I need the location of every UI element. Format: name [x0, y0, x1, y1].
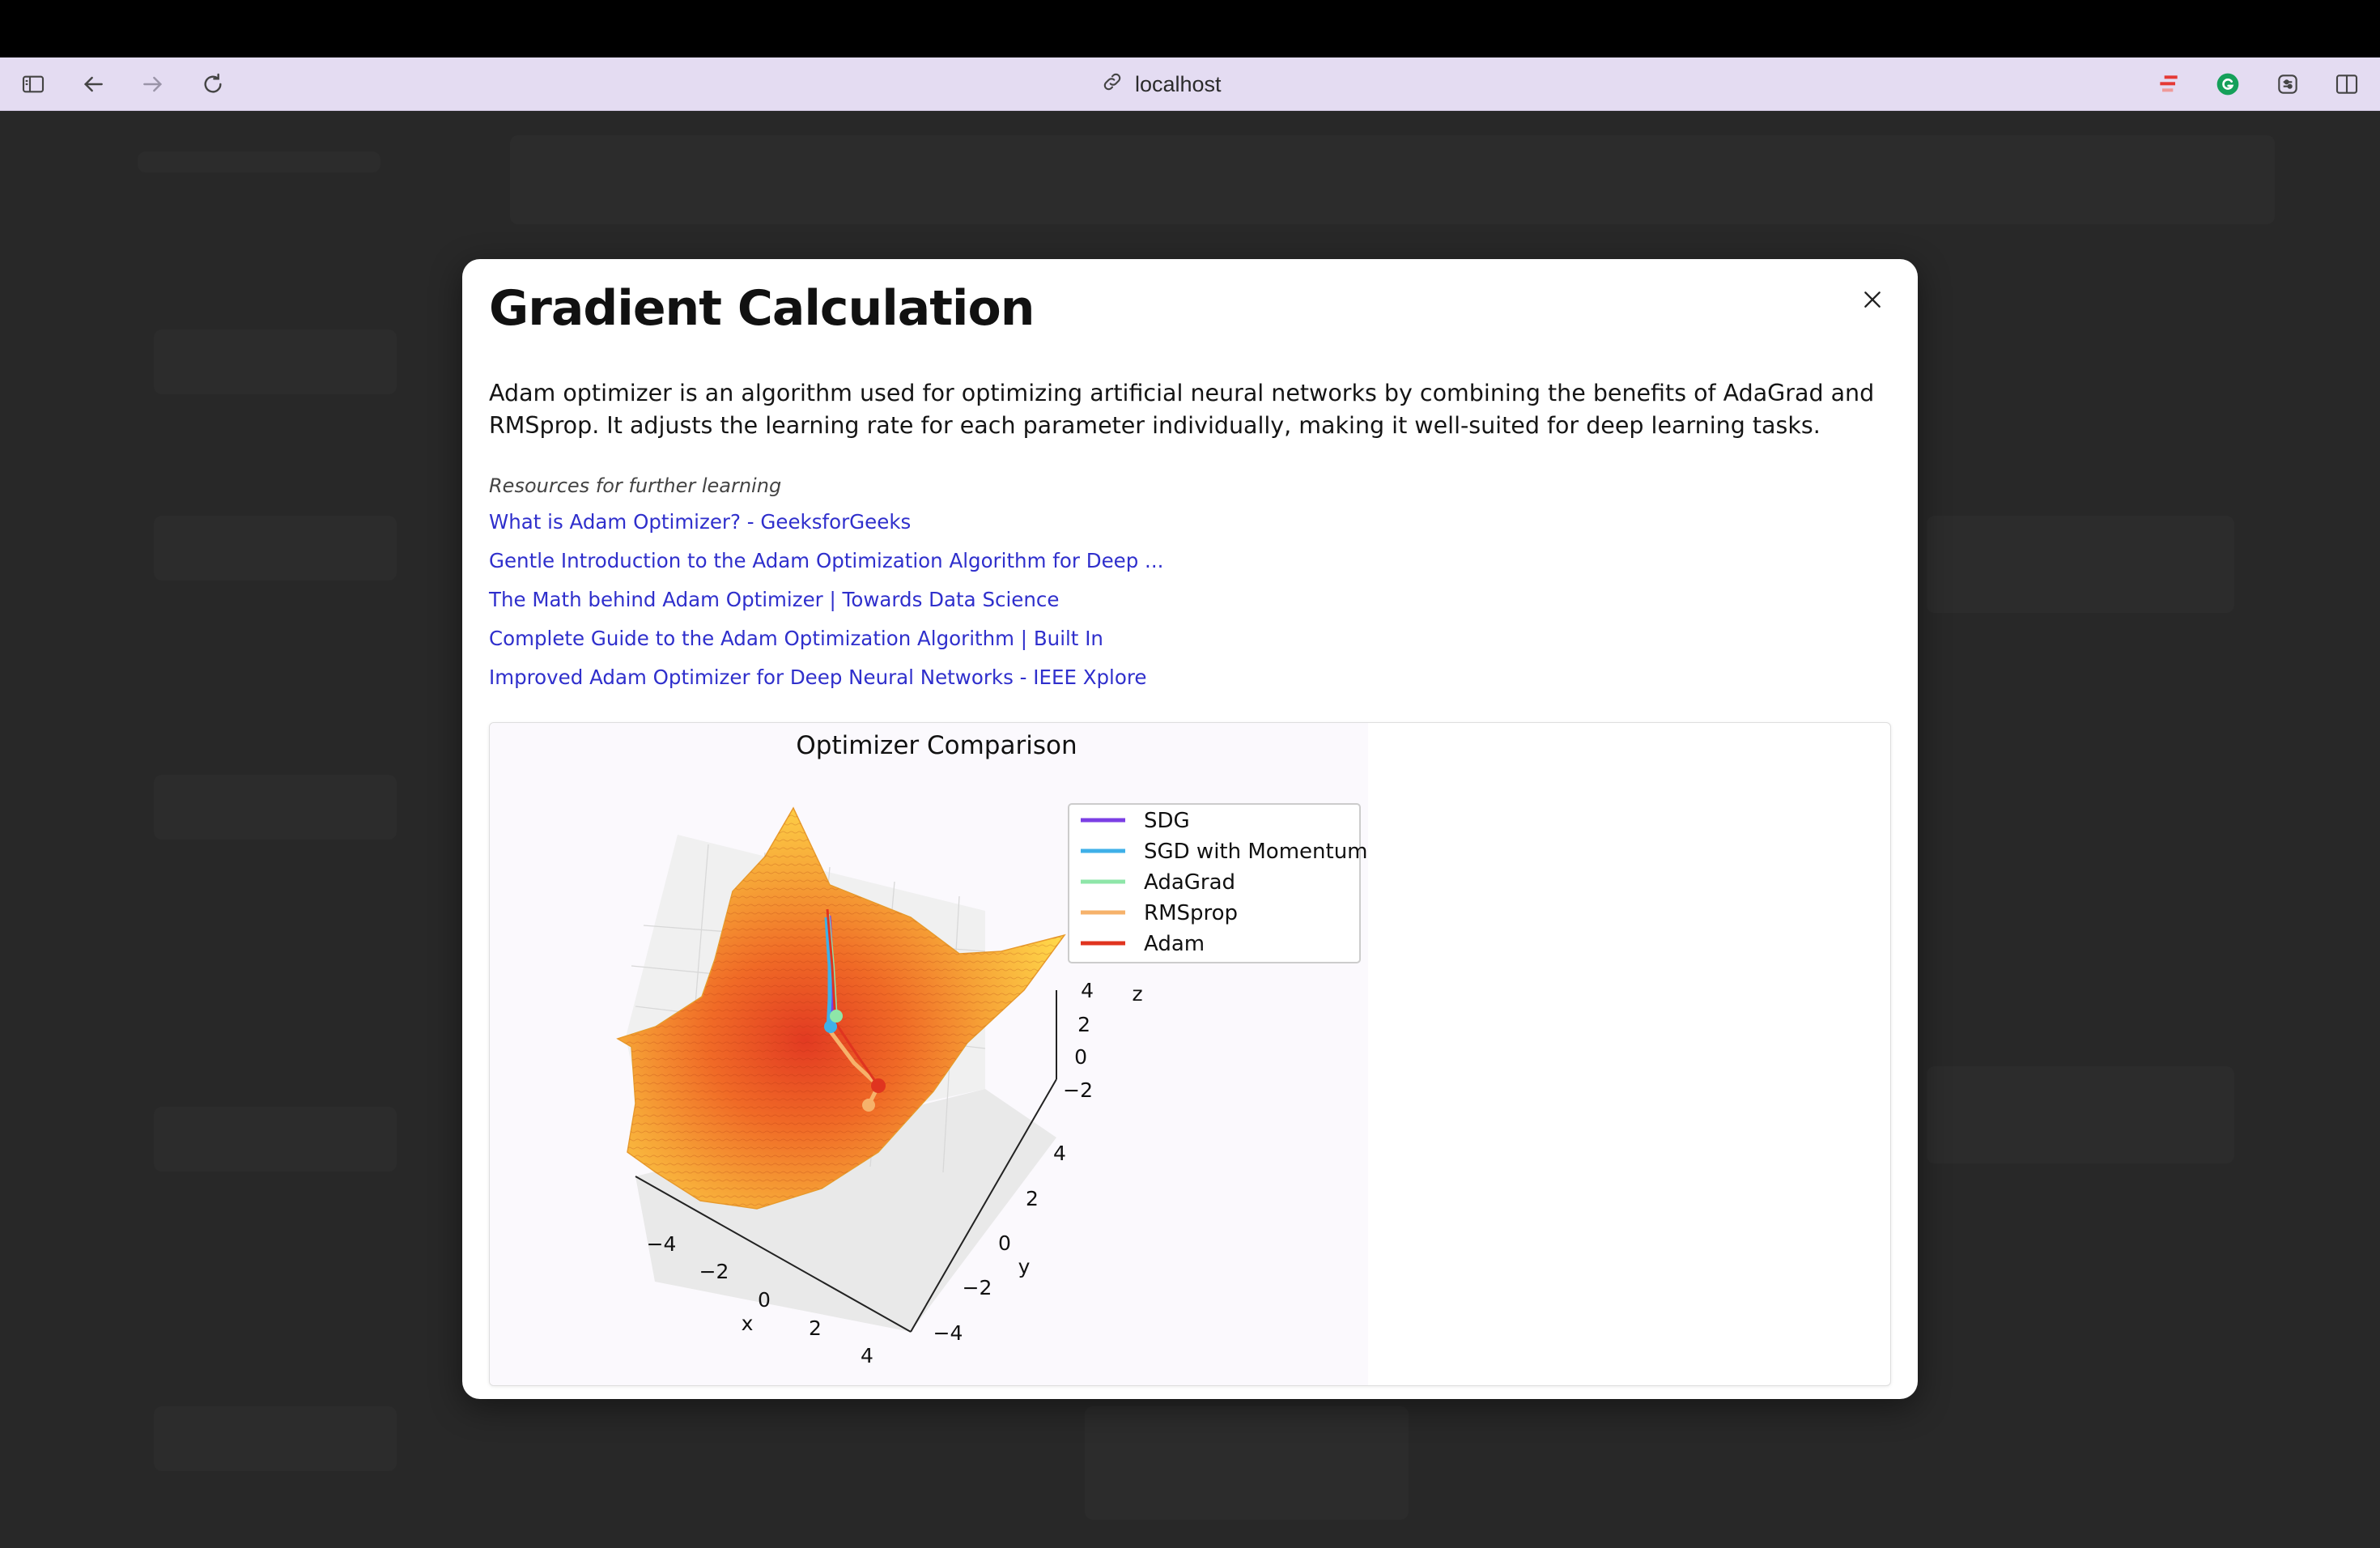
y-tick: −4 — [933, 1321, 963, 1345]
background-placeholder — [1927, 1066, 2234, 1163]
list-item: What is Adam Optimizer? - GeeksforGeeks — [489, 506, 1163, 545]
list-item: Improved Adam Optimizer for Deep Neural … — [489, 661, 1163, 700]
legend-box — [1068, 803, 1361, 963]
background-placeholder — [1085, 1406, 1409, 1520]
legend: SDG SGD with Momentum AdaGrad RMSprop Adam — [1068, 803, 1368, 963]
settings-icon[interactable] — [2272, 69, 2303, 100]
close-button[interactable] — [1855, 282, 1890, 317]
y-axis-label: y — [1018, 1255, 1031, 1278]
list-item: The Math behind Adam Optimizer | Towards… — [489, 584, 1163, 623]
legend-label: AdaGrad — [1144, 870, 1235, 895]
z-tick: 0 — [1074, 1045, 1087, 1069]
legend-label: SDG — [1144, 809, 1190, 833]
legend-items: SDG SGD with Momentum AdaGrad RMSprop Adam — [1081, 809, 1368, 956]
axes-lines — [635, 990, 1057, 1333]
surface-contours — [618, 808, 1065, 1209]
marker-adam — [871, 1078, 886, 1093]
modal-description: Adam optimizer is an algorithm used for … — [489, 380, 1875, 439]
background-placeholder — [154, 516, 397, 580]
z-tick: 4 — [1081, 979, 1094, 1002]
back-icon[interactable] — [78, 69, 108, 100]
resources-heading: Resources for further learning — [489, 474, 782, 497]
x-tick: 4 — [861, 1344, 873, 1367]
z-axis-ticks: −2 0 2 4 — [1063, 979, 1094, 1102]
address-bar[interactable]: localhost — [1101, 69, 1222, 100]
trajectory-rmsprop — [828, 1029, 882, 1107]
x-axis-ticks: −4 −2 0 2 4 — [647, 1232, 873, 1367]
modal-title: Gradient Calculation — [489, 280, 1035, 337]
resource-link[interactable]: The Math behind Adam Optimizer | Towards… — [489, 588, 1060, 611]
marker-momentum — [824, 1020, 837, 1033]
y-tick: 2 — [1026, 1187, 1039, 1210]
list-item: Complete Guide to the Adam Optimization … — [489, 623, 1163, 661]
extension-icon[interactable] — [2153, 69, 2184, 100]
y-tick: 4 — [1053, 1142, 1066, 1165]
split-view-icon[interactable] — [2331, 69, 2362, 100]
legend-label: SGD with Momentum — [1144, 840, 1368, 864]
chart-card: Optimizer Comparison — [489, 722, 1891, 1386]
z-axis-label: z — [1132, 982, 1142, 1006]
x-tick: 2 — [809, 1316, 822, 1340]
background-placeholder — [1927, 516, 2234, 613]
background-placeholder — [138, 151, 380, 172]
y-tick: 0 — [998, 1231, 1011, 1255]
background-placeholder — [510, 135, 2275, 224]
y-tick: −2 — [963, 1276, 992, 1299]
x-tick: 0 — [758, 1288, 771, 1312]
background-placeholder — [154, 1406, 397, 1471]
trajectory-momentum — [824, 916, 832, 1031]
browser-toolbar: localhost — [0, 57, 2380, 111]
list-item: Gentle Introduction to the Adam Optimiza… — [489, 545, 1163, 584]
x-tick: −2 — [699, 1260, 729, 1283]
y-axis-ticks: −4 −2 0 2 4 — [933, 1142, 1066, 1345]
z-tick: 2 — [1077, 1013, 1090, 1036]
resource-link[interactable]: Gentle Introduction to the Adam Optimiza… — [489, 549, 1164, 572]
close-icon — [1864, 291, 1881, 308]
resource-link[interactable]: What is Adam Optimizer? - GeeksforGeeks — [489, 510, 912, 534]
marker-rmsprop — [862, 1099, 875, 1112]
legend-label: RMSprop — [1144, 901, 1238, 925]
sidebar-icon[interactable] — [18, 69, 49, 100]
optimizer-chart: Optimizer Comparison — [490, 723, 1368, 1385]
gradient-modal: Gradient Calculation Adam optimizer is a… — [462, 259, 1918, 1399]
x-axis-label: x — [742, 1312, 754, 1335]
macos-menu-bar — [0, 0, 2380, 57]
resource-link[interactable]: Complete Guide to the Adam Optimization … — [489, 627, 1103, 650]
background-placeholder — [154, 330, 397, 394]
x-tick: −4 — [647, 1232, 677, 1256]
z-tick: −2 — [1063, 1078, 1093, 1102]
reload-icon[interactable] — [198, 69, 228, 100]
resource-links: What is Adam Optimizer? - GeeksforGeeks … — [489, 506, 1163, 700]
marker-adagrad — [830, 1010, 843, 1023]
chart-title: Optimizer Comparison — [796, 731, 1077, 760]
background-placeholder — [154, 775, 397, 840]
resource-link[interactable]: Improved Adam Optimizer for Deep Neural … — [489, 666, 1147, 689]
pane-floor — [635, 1089, 1056, 1332]
link-icon — [1101, 70, 1124, 99]
background-placeholder — [154, 1107, 397, 1172]
grammarly-icon[interactable] — [2212, 69, 2243, 100]
address-text: localhost — [1135, 71, 1222, 96]
forward-icon[interactable] — [138, 69, 168, 100]
legend-label: Adam — [1144, 932, 1205, 956]
background-page — [0, 111, 2380, 1548]
